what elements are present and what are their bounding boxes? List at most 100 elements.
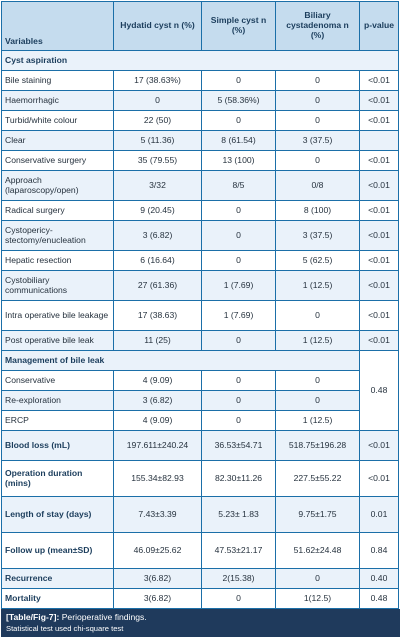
cell-pvalue: <0.01 — [359, 150, 399, 171]
cell-simple: 0 — [201, 390, 276, 411]
cell-hydatid: 6 (16.64) — [113, 250, 202, 271]
section-row: Cyst aspiration — [1, 50, 399, 71]
row-label: Hepatic resection — [1, 250, 114, 271]
cell-biliary: 9.75±1.75 — [275, 496, 360, 533]
cell-hydatid: 7.43±3.39 — [113, 496, 202, 533]
cell-biliary: 1 (12.5) — [275, 270, 360, 301]
cell-biliary: 5 (62.5) — [275, 250, 360, 271]
cell-hydatid: 4 (9.09) — [113, 410, 202, 431]
cell-simple: 36.53±54.71 — [201, 430, 276, 461]
header-hydatid: Hydatid cyst n (%) — [113, 1, 202, 51]
cell-pvalue: 0.84 — [359, 532, 399, 569]
section-bile-leak: Management of bile leak — [1, 350, 360, 371]
cell-hydatid: 17 (38.63) — [113, 300, 202, 331]
cell-pvalue: <0.01 — [359, 300, 399, 331]
row-label: Length of stay (days) — [1, 496, 114, 533]
table-row: Turbid/white colour 22 (50) 0 0 <0.01 — [1, 110, 399, 131]
cell-hydatid: 11 (25) — [113, 330, 202, 351]
cell-biliary: 518.75±196.28 — [275, 430, 360, 461]
cell-hydatid: 46.09±25.62 — [113, 532, 202, 569]
cell-pvalue: <0.01 — [359, 270, 399, 301]
cell-pvalue: 0.48 — [359, 588, 399, 609]
cell-biliary: 0 — [275, 300, 360, 331]
cell-pvalue: <0.01 — [359, 200, 399, 221]
section-row: Management of bile leak 0.48 — [1, 350, 399, 431]
cell-biliary: 227.5±55.22 — [275, 460, 360, 497]
header-simple: Simple cyst n (%) — [201, 1, 276, 51]
cell-pvalue: <0.01 — [359, 70, 399, 91]
cell-simple: 0 — [201, 330, 276, 351]
cell-simple: 0 — [201, 410, 276, 431]
section-cyst-aspiration: Cyst aspiration — [1, 50, 399, 71]
cell-biliary: 0 — [275, 390, 360, 411]
cell-biliary: 0 — [275, 370, 360, 391]
cell-pvalue-bile-leak: 0.48 — [359, 350, 399, 431]
cell-biliary: 3 (37.5) — [275, 130, 360, 151]
cell-simple: 0 — [201, 588, 276, 609]
cell-biliary: 0 — [275, 568, 360, 589]
table-row: Recurrence 3(6.82) 2(15.38) 0 0.40 — [1, 568, 399, 589]
cell-biliary: 1 (12.5) — [275, 330, 360, 351]
cell-hydatid: 3(6.82) — [113, 588, 202, 609]
cell-biliary: 0 — [275, 150, 360, 171]
row-label: Re-exploration — [1, 390, 114, 411]
cell-simple: 13 (100) — [201, 150, 276, 171]
cell-hydatid: 22 (50) — [113, 110, 202, 131]
row-label: Blood loss (mL) — [1, 430, 114, 461]
cell-simple: 0 — [201, 110, 276, 131]
table-caption: [Table/Fig-7]: Perioperative findings. S… — [1, 609, 400, 637]
cell-simple: 5.23± 1.83 — [201, 496, 276, 533]
table-row: Mortality 3(6.82) 0 1(12.5) 0.48 — [1, 588, 399, 609]
cell-biliary: 1 (12.5) — [275, 410, 360, 431]
row-label: Follow up (mean±SD) — [1, 532, 114, 569]
cell-hydatid: 155.34±82.93 — [113, 460, 202, 497]
row-label: Radical surgery — [1, 200, 114, 221]
table-row: Re-exploration 3 (6.82) 0 0 — [1, 390, 399, 411]
caption-label: [Table/Fig-7]: — [6, 612, 60, 622]
cell-biliary: 51.62±24.48 — [275, 532, 360, 569]
table-row: Length of stay (days) 7.43±3.39 5.23± 1.… — [1, 496, 399, 533]
table-row: Intra operative bile leakage 17 (38.63) … — [1, 300, 399, 331]
row-label: Recurrence — [1, 568, 114, 589]
row-label: Mortality — [1, 588, 114, 609]
cell-simple: 82.30±11.26 — [201, 460, 276, 497]
cell-biliary: 1(12.5) — [275, 588, 360, 609]
row-label: Operation duration (mins) — [1, 460, 114, 497]
cell-pvalue: 0.01 — [359, 496, 399, 533]
caption-title: Perioperative findings. — [61, 612, 147, 622]
table-row: Blood loss (mL) 197.611±240.24 36.53±54.… — [1, 430, 399, 461]
table-row: Hepatic resection 6 (16.64) 0 5 (62.5) <… — [1, 250, 399, 271]
table-row: Approach (laparoscopy/open) 3/32 8/5 0/8… — [1, 170, 399, 201]
cell-pvalue — [359, 130, 399, 151]
perioperative-findings-table: Variables Hydatid cyst n (%) Simple cyst… — [1, 1, 399, 609]
table-row: Operation duration (mins) 155.34±82.93 8… — [1, 460, 399, 497]
cell-simple: 0 — [201, 370, 276, 391]
row-label: Conservative — [1, 370, 114, 391]
cell-pvalue: 0.40 — [359, 568, 399, 589]
table-row: Bile staining 17 (38.63%) 0 0 <0.01 — [1, 70, 399, 91]
cell-hydatid: 17 (38.63%) — [113, 70, 202, 91]
cell-simple: 8 (61.54) — [201, 130, 276, 151]
cell-hydatid: 35 (79.55) — [113, 150, 202, 171]
table-row: Cystobiliary communications 27 (61.36) 1… — [1, 270, 399, 301]
table-row: Cystopericy-stectomy/enucleation 3 (6.82… — [1, 220, 399, 251]
cell-hydatid: 27 (61.36) — [113, 270, 202, 301]
cell-hydatid: 197.611±240.24 — [113, 430, 202, 461]
cell-pvalue: <0.01 — [359, 330, 399, 351]
table-row: ERCP 4 (9.09) 0 1 (12.5) — [1, 410, 399, 431]
row-label: Intra operative bile leakage — [1, 300, 114, 331]
row-label: Bile staining — [1, 70, 114, 91]
cell-pvalue: <0.01 — [359, 460, 399, 497]
table-row: Post operative bile leak 11 (25) 0 1 (12… — [1, 330, 399, 351]
caption-line: [Table/Fig-7]: Perioperative findings. — [6, 612, 395, 622]
cell-hydatid: 3 (6.82) — [113, 390, 202, 411]
cell-simple: 5 (58.36%) — [201, 90, 276, 111]
table-row: Conservative 4 (9.09) 0 0 — [1, 370, 399, 391]
cell-simple: 2(15.38) — [201, 568, 276, 589]
row-label: Approach (laparoscopy/open) — [1, 170, 114, 201]
header-biliary: Biliary cystadenoma n (%) — [275, 1, 360, 51]
cell-simple: 8/5 — [201, 170, 276, 201]
cell-pvalue: <0.01 — [359, 220, 399, 251]
cell-hydatid: 3(6.82) — [113, 568, 202, 589]
